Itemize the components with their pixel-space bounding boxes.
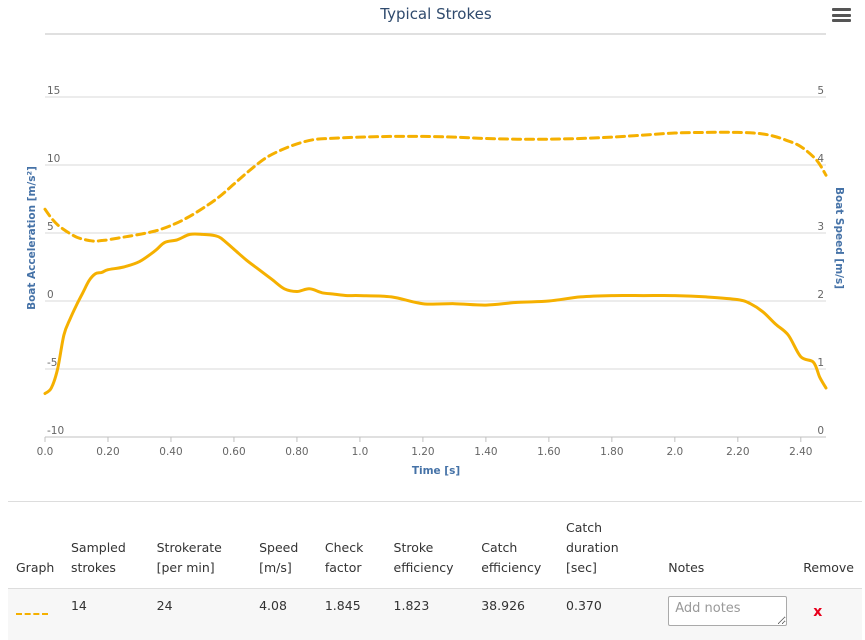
left-y-tick-label: 10 <box>47 153 60 165</box>
right-y-tick-label: 0 <box>817 425 824 437</box>
menu-bar-3 <box>832 19 851 22</box>
boat-speed-series-line <box>45 132 826 241</box>
x-tick-label: 1.0 <box>352 446 369 458</box>
left-y-tick-label: 0 <box>47 289 54 301</box>
left-y-axis-title: Boat Acceleration [m/s²] <box>26 166 38 310</box>
x-tick-label: 0.20 <box>96 446 119 458</box>
menu-bar-1 <box>832 8 851 11</box>
right-y-tick-label: 5 <box>817 85 824 97</box>
catch-duration-cell: 0.370 <box>558 589 660 640</box>
x-tick-label: 2.0 <box>666 446 683 458</box>
sampled-strokes-cell: 14 <box>63 589 149 640</box>
x-tick-label: 1.40 <box>474 446 497 458</box>
x-tick-labels: 0.0 0.20 0.40 0.60 0.80 1.0 1.20 1.40 1.60 1.80 2.… <box>37 437 813 458</box>
left-y-tick-label: -10 <box>47 425 64 437</box>
left-y-tick-label: -5 <box>47 357 57 369</box>
hamburger-menu-icon[interactable] <box>832 8 851 24</box>
header-notes: Notes <box>660 510 795 589</box>
right-y-axis-title: Boat Speed [m/s] <box>833 187 845 289</box>
menu-bar-2 <box>832 14 851 17</box>
chart-title: Typical Strokes <box>379 5 492 23</box>
left-y-tick-label: 15 <box>47 85 60 97</box>
remove-button[interactable]: x <box>803 596 832 628</box>
x-tick-label: 0.0 <box>37 446 54 458</box>
notes-cell <box>660 589 795 640</box>
x-tick-label: 1.60 <box>537 446 560 458</box>
right-y-tick-label: 2 <box>817 289 824 301</box>
catch-efficiency-cell: 38.926 <box>473 589 558 640</box>
x-tick-label: 2.40 <box>789 446 812 458</box>
strokerate-cell: 24 <box>149 589 251 640</box>
boat-acceleration-series-line <box>45 234 826 394</box>
stroke-efficiency-cell: 1.823 <box>386 589 474 640</box>
grid-lines <box>45 97 826 437</box>
section-divider <box>8 501 862 502</box>
speed-cell: 4.08 <box>251 589 317 640</box>
header-speed: Speed[m/s] <box>251 510 317 589</box>
check-factor-cell: 1.845 <box>317 589 386 640</box>
remove-cell: x <box>795 589 862 640</box>
x-tick-label: 0.80 <box>285 446 308 458</box>
x-tick-label: 0.60 <box>222 446 245 458</box>
dashed-line-legend-icon <box>16 613 48 615</box>
right-y-tick-label: 3 <box>817 221 824 233</box>
x-tick-label: 0.40 <box>159 446 182 458</box>
right-y-tick-label: 1 <box>817 357 824 369</box>
table-row: 14 24 4.08 1.845 1.823 38.926 0.370 x <box>8 589 862 640</box>
header-remove: Remove <box>795 510 862 589</box>
series-lines <box>45 132 826 393</box>
notes-input[interactable] <box>668 596 787 626</box>
x-tick-label: 1.80 <box>600 446 623 458</box>
left-y-tick-labels: 15 10 5 0 -5 -10 <box>47 85 64 437</box>
x-tick-label: 1.20 <box>411 446 434 458</box>
x-tick-label: 2.20 <box>726 446 749 458</box>
left-y-tick-label: 5 <box>47 221 54 233</box>
header-strokerate: Strokerate[per min] <box>149 510 251 589</box>
x-axis-title: Time [s] <box>412 465 460 477</box>
graph-legend-cell <box>8 589 63 640</box>
header-graph: Graph <box>8 510 63 589</box>
